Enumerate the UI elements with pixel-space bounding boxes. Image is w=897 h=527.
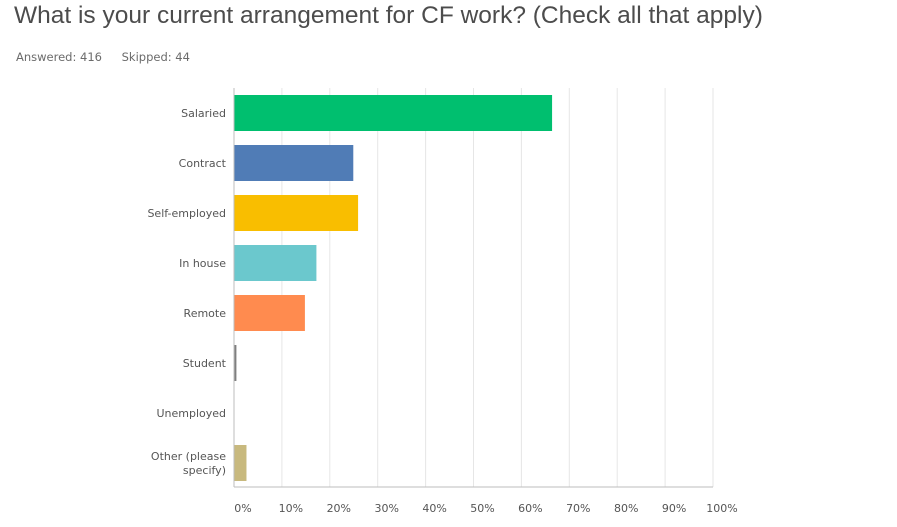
x-tick-label: 30% (374, 502, 398, 515)
bar-contract[interactable] (234, 145, 354, 181)
category-labels: Salaried Contract Self-employed In house Rem… (147, 107, 226, 477)
category-label-line: Contract (179, 157, 227, 170)
answered-count: Answered: 416 (16, 50, 102, 64)
x-tick-label: 20% (327, 502, 351, 515)
x-tick-label: 90% (662, 502, 686, 515)
x-tick-label: 0% (234, 502, 251, 515)
bar-remote[interactable] (234, 295, 305, 331)
category-label-line: In house (179, 257, 226, 270)
bars (234, 95, 553, 481)
category-label: Self-employed (147, 207, 226, 220)
response-stats: Answered: 416 Skipped: 44 (16, 50, 206, 64)
question-title: What is your current arrangement for CF … (14, 2, 763, 29)
bar-self-employed[interactable] (234, 195, 359, 231)
category-label: Contract (179, 157, 227, 170)
category-label-line: specify) (183, 464, 226, 477)
x-tick-label: 100% (706, 502, 737, 515)
category-label: Unemployed (156, 407, 226, 420)
x-tick-label: 80% (614, 502, 638, 515)
gridlines (233, 88, 714, 488)
x-tick-label: 60% (518, 502, 542, 515)
category-label: Other (please specify) (151, 450, 226, 477)
x-tick-label: 40% (422, 502, 446, 515)
x-tick-label: 50% (470, 502, 494, 515)
bar-other-please-specify[interactable] (234, 445, 247, 481)
x-axis-ticks: 0% 10% 20% 30% 40% 50% 60% 70% 80% 90% 100% (234, 502, 737, 515)
skipped-count: Skipped: 44 (121, 50, 190, 64)
category-label: In house (179, 257, 226, 270)
category-label-line: Other (please (151, 450, 226, 463)
category-label-line: Self-employed (147, 207, 226, 220)
x-tick-label: 10% (279, 502, 303, 515)
category-label: Remote (184, 307, 227, 320)
bar-salaried[interactable] (234, 95, 553, 131)
category-label: Salaried (181, 107, 226, 120)
bar-student[interactable] (234, 345, 237, 381)
category-label-line: Unemployed (156, 407, 226, 420)
x-tick-label: 70% (566, 502, 590, 515)
category-label: Student (183, 357, 227, 370)
bar-in-house[interactable] (234, 245, 317, 281)
category-label-line: Salaried (181, 107, 226, 120)
category-label-line: Student (183, 357, 227, 370)
category-label-line: Remote (184, 307, 227, 320)
